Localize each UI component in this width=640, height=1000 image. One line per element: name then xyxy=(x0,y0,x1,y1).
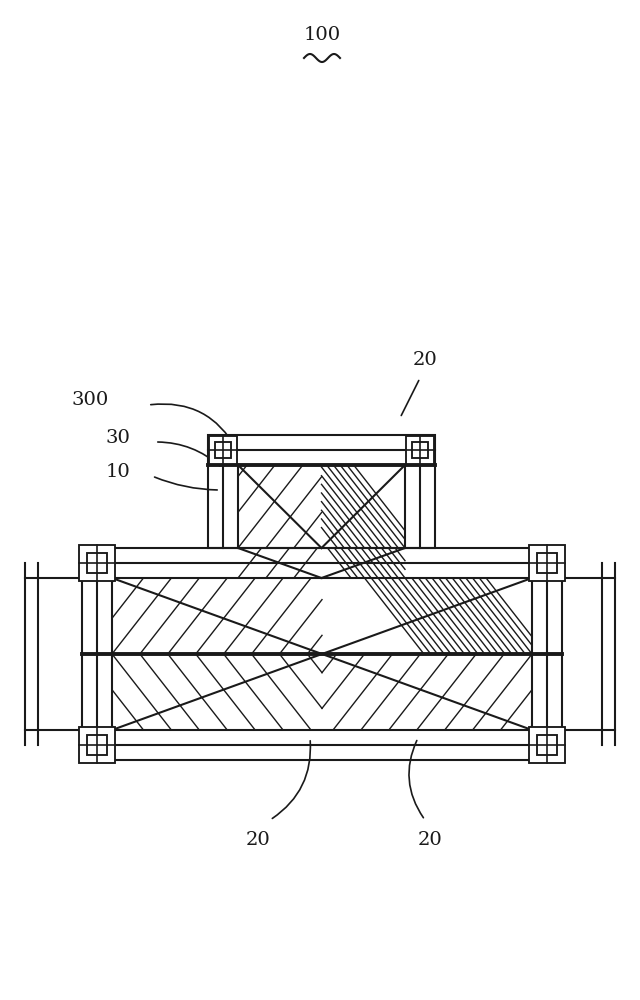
Bar xyxy=(536,553,557,573)
Bar xyxy=(82,548,562,760)
Bar xyxy=(536,735,557,755)
Bar xyxy=(79,727,115,763)
Text: 10: 10 xyxy=(106,463,131,481)
Bar xyxy=(86,735,108,755)
Bar xyxy=(412,442,428,458)
Text: 20: 20 xyxy=(413,351,437,369)
Text: 100: 100 xyxy=(303,26,340,44)
Bar xyxy=(208,435,435,548)
Text: 30: 30 xyxy=(106,429,131,447)
Bar xyxy=(406,436,434,464)
Bar xyxy=(529,727,565,763)
Bar xyxy=(529,545,565,581)
Bar xyxy=(209,436,237,464)
Text: 20: 20 xyxy=(246,831,270,849)
Bar xyxy=(82,548,562,760)
Bar xyxy=(215,442,231,458)
Text: 20: 20 xyxy=(418,831,442,849)
Bar xyxy=(79,545,115,581)
Bar xyxy=(208,435,435,548)
Bar xyxy=(86,553,108,573)
Text: 300: 300 xyxy=(72,391,109,409)
